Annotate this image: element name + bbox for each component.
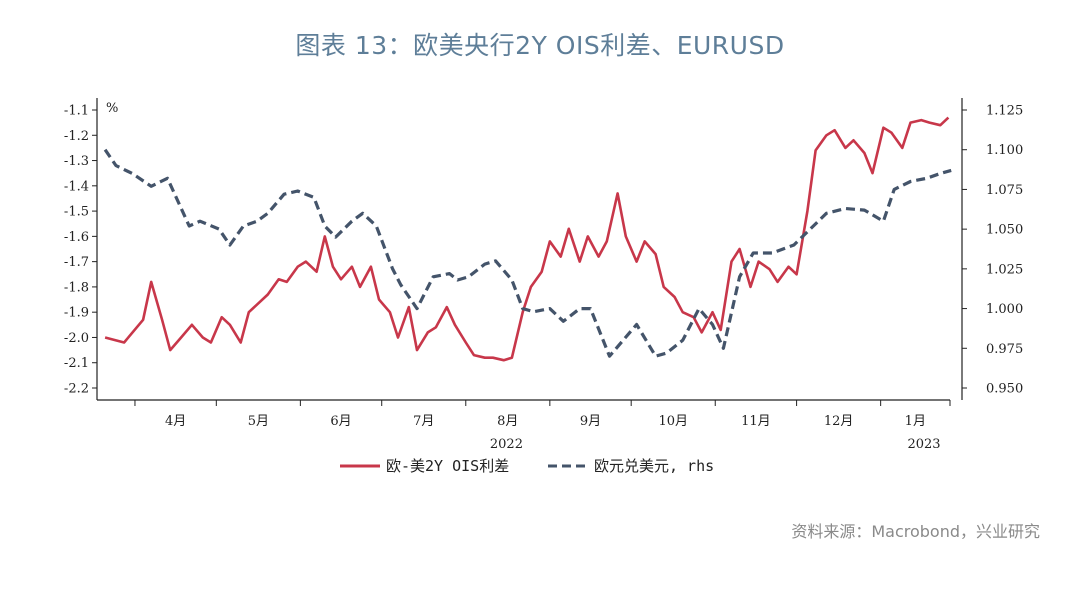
x-month-label: 5月: [248, 414, 269, 429]
right-tick-label: 1.000: [986, 302, 1023, 317]
x-month-label: 11月: [741, 414, 771, 429]
left-tick-label: -1.3: [64, 154, 89, 169]
x-month-label: 7月: [413, 414, 434, 429]
line-chart: % -1.1 -1.2 -1.3 -1.4 -1.5 -1.6 -1.7 -1.8 -1.9 -2…: [64, 98, 1023, 475]
x-month-label: 9月: [580, 414, 601, 429]
left-tick-label: -1.9: [64, 306, 89, 321]
left-tick-label: -2.0: [64, 331, 89, 346]
series-line-ois-spread: [104, 116, 950, 362]
left-tick-label: -1.4: [64, 179, 89, 194]
x-month-label: 4月: [165, 414, 186, 429]
right-axis-ticks: 1.125 1.100 1.075 1.050 1.025 1.000 0.975 0.950: [962, 104, 1023, 397]
left-tick-label: -1.6: [64, 230, 89, 245]
legend-label: 欧-美2Y OIS利差: [386, 457, 509, 475]
left-axis-unit: %: [106, 101, 118, 116]
left-tick-label: -1.8: [64, 280, 89, 295]
right-tick-label: 1.075: [986, 183, 1023, 198]
right-tick-label: 1.100: [986, 143, 1023, 158]
right-tick-label: 1.050: [986, 223, 1023, 238]
left-tick-label: -1.7: [64, 255, 89, 270]
legend-label: 欧元兑美元, rhs: [594, 457, 714, 475]
right-tick-label: 1.025: [986, 262, 1023, 277]
left-tick-label: -1.5: [64, 205, 89, 220]
x-axis-ticks: 4月 5月 6月 7月 8月 9月 10月 11月 12月 1月 2022 2023: [134, 400, 951, 452]
series-line-eurusd: [103, 148, 952, 358]
x-month-label: 1月: [905, 414, 926, 429]
plot-area: [103, 116, 952, 362]
right-tick-label: 1.125: [986, 104, 1023, 119]
x-year-label: 2022: [490, 437, 523, 452]
right-tick-label: 0.950: [986, 382, 1023, 397]
axes: %: [96, 98, 963, 401]
x-month-label: 8月: [497, 414, 518, 429]
legend: 欧-美2Y OIS利差 欧元兑美元, rhs: [340, 457, 714, 475]
right-tick-label: 0.975: [986, 342, 1023, 357]
chart-title: 图表 13：欧美央行2Y OIS利差、EURUSD: [295, 31, 785, 60]
x-year-label: 2023: [907, 437, 940, 452]
left-tick-label: -2.1: [64, 356, 89, 371]
left-axis-ticks: -1.1 -1.2 -1.3 -1.4 -1.5 -1.6 -1.7 -1.8 -1.9 -2.0…: [64, 104, 97, 397]
source-note: 资料来源：Macrobond，兴业研究: [791, 522, 1040, 541]
x-month-label: 12月: [824, 414, 854, 429]
left-tick-label: -1.1: [64, 104, 89, 119]
x-month-label: 10月: [658, 414, 688, 429]
left-tick-label: -1.2: [64, 129, 89, 144]
left-tick-label: -2.2: [64, 382, 89, 397]
x-month-label: 6月: [330, 414, 351, 429]
